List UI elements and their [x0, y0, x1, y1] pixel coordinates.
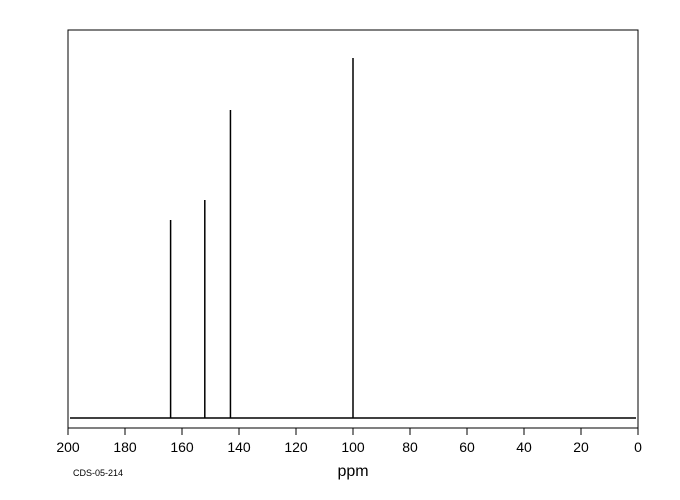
x-tick-label: 100 [341, 439, 365, 455]
x-tick-label: 40 [516, 439, 532, 455]
x-axis-label: ppm [337, 463, 368, 480]
x-tick-label: 180 [113, 439, 137, 455]
x-tick-label: 200 [56, 439, 80, 455]
x-tick-label: 120 [284, 439, 308, 455]
x-tick-label: 160 [170, 439, 194, 455]
x-tick-label: 20 [573, 439, 589, 455]
x-tick-label: 80 [402, 439, 418, 455]
nmr-chart: 200180160140120100806040200ppmCDS-05-214 [0, 0, 680, 500]
chart-svg: 200180160140120100806040200ppmCDS-05-214 [0, 0, 680, 500]
sample-id: CDS-05-214 [73, 468, 123, 478]
x-tick-label: 60 [459, 439, 475, 455]
x-tick-label: 0 [634, 439, 642, 455]
x-tick-label: 140 [227, 439, 251, 455]
